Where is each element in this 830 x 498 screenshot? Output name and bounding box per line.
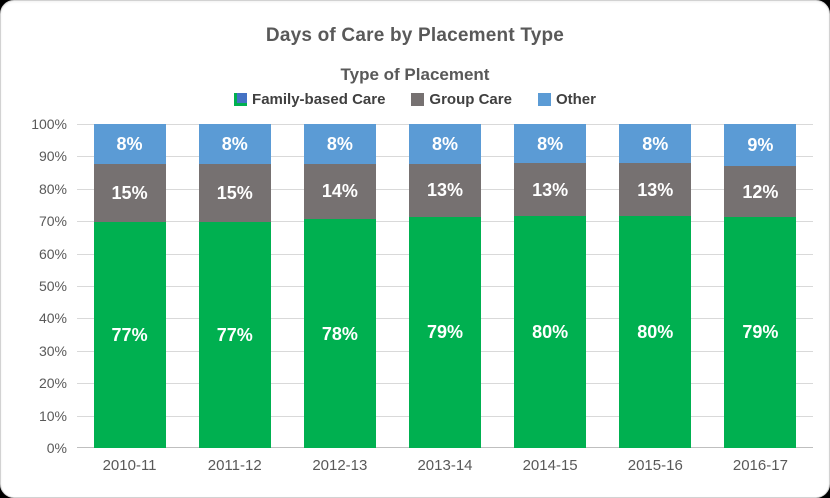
bar-column-2010-11: 8% 15% 77%: [77, 124, 182, 448]
bar-segment-other[interactable]: 8%: [514, 124, 587, 164]
legend-swatch-family-inner: [237, 93, 248, 103]
y-axis-tick-label: 100%: [31, 116, 67, 132]
legend-title: Type of Placement: [340, 65, 490, 84]
x-axis: 2010-11 2011-12 2012-13 2013-14 2014-15 2015-…: [77, 457, 813, 479]
bar-column-2015-16: 8% 13% 80%: [603, 124, 708, 448]
bar-segment-other[interactable]: 8%: [198, 124, 271, 164]
data-label: 8%: [326, 133, 353, 154]
bar-segment-other[interactable]: 9%: [724, 124, 797, 167]
data-label: 77%: [216, 325, 253, 346]
stacked-bar-2014-15[interactable]: 8% 13% 80%: [514, 124, 587, 448]
bars-container: 8% 15% 77% 8% 15% 77% 8% 14% 78% 8% 13% 79% 8% 13% 80%…: [77, 124, 813, 448]
data-label: 14%: [321, 181, 358, 202]
bar-segment-family-based-care[interactable]: 77%: [93, 222, 166, 448]
legend-item-other[interactable]: Other: [537, 91, 596, 108]
data-label: 79%: [742, 322, 779, 343]
legend-item-group-care[interactable]: Group Care: [411, 91, 512, 108]
data-label: 8%: [431, 133, 458, 154]
bar-segment-family-based-care[interactable]: 80%: [619, 216, 692, 448]
y-axis-tick-label: 10%: [38, 407, 67, 424]
bar-column-2013-14: 8% 13% 79%: [392, 124, 497, 448]
x-axis-label-2014-15: 2014-15: [522, 457, 578, 474]
stacked-bar-2015-16[interactable]: 8% 13% 80%: [619, 124, 692, 448]
y-axis-tick-label: 90%: [38, 148, 67, 165]
legend-label-group: Group Care: [429, 91, 512, 108]
bar-column-2016-17: 9% 12% 79%: [708, 124, 813, 448]
data-label: 15%: [111, 182, 148, 203]
bar-column-2014-15: 8% 13% 80%: [498, 124, 603, 448]
x-axis-label-2012-13: 2012-13: [312, 457, 368, 474]
bar-segment-family-based-care[interactable]: 78%: [303, 219, 376, 448]
x-axis-label-2013-14: 2013-14: [417, 457, 473, 474]
y-axis-tick-label: 50%: [38, 278, 67, 294]
bar-segment-family-based-care[interactable]: 80%: [514, 216, 587, 448]
bar-segment-other[interactable]: 8%: [619, 124, 692, 164]
bar-column-2012-13: 8% 14% 78%: [287, 124, 392, 448]
bar-segment-group-care[interactable]: 13%: [514, 163, 587, 217]
data-label: 78%: [321, 323, 358, 344]
legend-item-family-based-care[interactable]: Family-based Care: [234, 91, 385, 108]
legend-label-family: Family-based Care: [252, 91, 386, 108]
y-axis-tick-label: 40%: [38, 310, 67, 327]
y-axis: 0% 10% 20% 30% 40% 50% 60% 70% 80% 90% 100%: [1, 116, 67, 456]
legend-swatch-group-icon: [411, 93, 425, 106]
plot-area: 8% 15% 77% 8% 15% 77% 8% 14% 78% 8% 13% 79% 8% 13% 80%…: [77, 124, 813, 448]
legend-swatch-family-icon: [234, 93, 248, 106]
stacked-bar-2010-11[interactable]: 8% 15% 77%: [93, 124, 166, 448]
bar-segment-group-care[interactable]: 12%: [724, 166, 797, 217]
bar-segment-family-based-care[interactable]: 79%: [724, 216, 797, 448]
bar-segment-other[interactable]: 8%: [93, 124, 166, 164]
chart-title: Days of Care by Placement Type: [265, 25, 565, 46]
bar-segment-other[interactable]: 8%: [303, 124, 376, 164]
x-axis-label-2011-12: 2011-12: [207, 457, 262, 474]
x-axis-label-2015-16: 2015-16: [627, 457, 683, 474]
bar-segment-family-based-care[interactable]: 79%: [408, 216, 481, 448]
data-label: 8%: [221, 133, 248, 154]
data-label: 12%: [742, 181, 779, 202]
data-label: 8%: [642, 133, 669, 154]
bar-segment-other[interactable]: 8%: [408, 124, 481, 164]
stacked-bar-2012-13[interactable]: 8% 14% 78%: [303, 124, 376, 448]
legend-label-other: Other: [555, 91, 596, 108]
y-axis-tick-label: 80%: [38, 180, 67, 197]
y-axis-tick-label: 70%: [38, 213, 67, 230]
x-axis-label-2010-11: 2010-11: [102, 457, 157, 474]
y-axis-tick-label: 20%: [38, 375, 67, 392]
y-axis-tick-label: 0%: [46, 440, 67, 456]
bar-segment-group-care[interactable]: 13%: [408, 163, 481, 217]
data-label: 80%: [637, 322, 674, 343]
data-label: 13%: [532, 179, 569, 200]
bar-segment-group-care[interactable]: 15%: [93, 163, 166, 223]
data-label: 77%: [111, 325, 148, 346]
data-label: 9%: [747, 135, 774, 156]
x-axis-label-2016-17: 2016-17: [732, 457, 788, 474]
data-label: 13%: [637, 179, 674, 200]
y-axis-tick-label: 60%: [38, 245, 67, 262]
data-label: 8%: [537, 133, 564, 154]
bar-column-2011-12: 8% 15% 77%: [182, 124, 287, 448]
legend-swatch-other-icon: [537, 93, 551, 106]
bar-segment-family-based-care[interactable]: 77%: [198, 222, 271, 448]
bar-segment-group-care[interactable]: 13%: [619, 163, 692, 217]
stacked-bar-2016-17[interactable]: 9% 12% 79%: [724, 124, 797, 448]
data-label: 8%: [116, 133, 143, 154]
data-label: 13%: [426, 180, 463, 201]
data-label: 80%: [532, 322, 569, 343]
legend: Family-based Care Group Care Other: [1, 91, 829, 108]
bar-segment-group-care[interactable]: 15%: [198, 163, 271, 223]
data-label: 15%: [216, 182, 253, 203]
stacked-bar-2011-12[interactable]: 8% 15% 77%: [198, 124, 271, 448]
y-axis-tick-label: 30%: [38, 342, 67, 359]
bar-segment-group-care[interactable]: 14%: [303, 163, 376, 220]
data-label: 79%: [426, 322, 463, 343]
stacked-bar-2013-14[interactable]: 8% 13% 79%: [408, 124, 481, 448]
